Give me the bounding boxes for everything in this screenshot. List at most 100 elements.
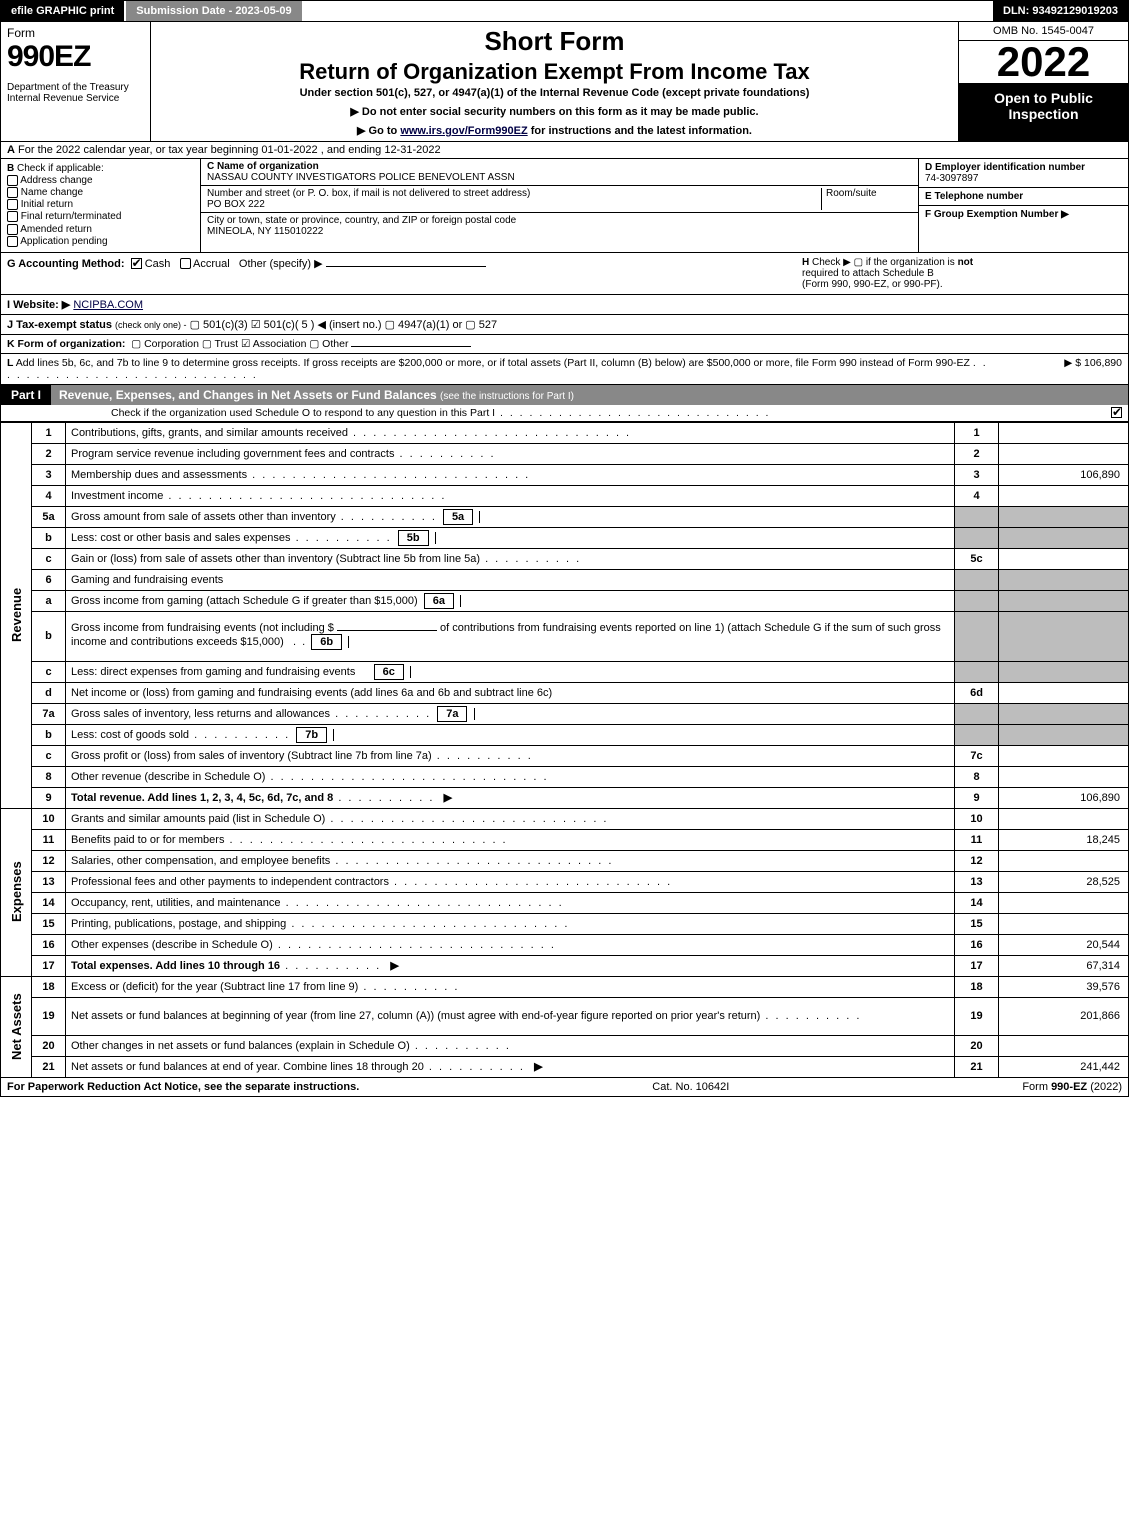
h-label: H — [802, 257, 809, 268]
chk-name-change[interactable]: Name change — [7, 187, 194, 198]
chk-accrual-label: Accrual — [193, 258, 230, 270]
l3-box: 3 — [955, 464, 999, 485]
l20-box: 20 — [955, 1035, 999, 1056]
chk-initial-return[interactable]: Initial return — [7, 199, 194, 210]
l6c-amt — [999, 661, 1129, 682]
main-title: Return of Organization Exempt From Incom… — [161, 59, 948, 85]
l10-amt — [999, 808, 1129, 829]
l14-num: 14 — [32, 892, 66, 913]
l21-box: 21 — [955, 1056, 999, 1077]
line-14: 14 Occupancy, rent, utilities, and maint… — [1, 892, 1129, 913]
l18-text: Excess or (deficit) for the year (Subtra… — [66, 976, 955, 997]
l5c-text: Gain or (loss) from sale of assets other… — [66, 548, 955, 569]
l4-box: 4 — [955, 485, 999, 506]
l7c-amt — [999, 745, 1129, 766]
l19-box: 19 — [955, 997, 999, 1035]
l3-amt: 106,890 — [999, 464, 1129, 485]
l15-text: Printing, publications, postage, and shi… — [66, 913, 955, 934]
l16-box: 16 — [955, 934, 999, 955]
l7a-num: 7a — [32, 703, 66, 724]
row-a-text: For the 2022 calendar year, or tax year … — [18, 144, 441, 156]
part1-title-sub: (see the instructions for Part I) — [440, 391, 574, 402]
group-label: F Group Exemption Number ▶ — [925, 209, 1069, 220]
chk-address-change-label: Address change — [20, 175, 92, 186]
line-7a: 7a Gross sales of inventory, less return… — [1, 703, 1129, 724]
l7b-num: b — [32, 724, 66, 745]
l5c-num: c — [32, 548, 66, 569]
line-15: 15 Printing, publications, postage, and … — [1, 913, 1129, 934]
row-a-label: A — [7, 144, 15, 156]
l13-amt: 28,525 — [999, 871, 1129, 892]
l16-text: Other expenses (describe in Schedule O) — [66, 934, 955, 955]
l6c-text: Less: direct expenses from gaming and fu… — [66, 661, 955, 682]
topbar: efile GRAPHIC print Submission Date - 20… — [0, 0, 1129, 22]
chk-accrual[interactable] — [180, 258, 191, 269]
room-suite-label: Room/suite — [826, 188, 877, 199]
l10-num: 10 — [32, 808, 66, 829]
l9-amt: 106,890 — [999, 787, 1129, 808]
ssn-note: ▶ Do not enter social security numbers o… — [161, 105, 948, 118]
website-link[interactable]: NCIPBA.COM — [73, 299, 143, 311]
i-label: I Website: ▶ — [7, 299, 70, 311]
form-word: Form — [7, 26, 144, 40]
l4-num: 4 — [32, 485, 66, 506]
short-form-title: Short Form — [161, 26, 948, 57]
l19-amt: 201,866 — [999, 997, 1129, 1035]
l19-num: 19 — [32, 997, 66, 1035]
chk-cash[interactable] — [131, 258, 142, 269]
website-note: ▶ Go to www.irs.gov/Form990EZ for instru… — [161, 124, 948, 137]
l5a-text: Gross amount from sale of assets other t… — [66, 506, 955, 527]
l11-num: 11 — [32, 829, 66, 850]
line-19: 19 Net assets or fund balances at beginn… — [1, 997, 1129, 1035]
org-addr-value: PO BOX 222 — [207, 199, 265, 210]
footer-center: Cat. No. 10642I — [652, 1081, 729, 1093]
l9-box: 9 — [955, 787, 999, 808]
part1-title: Revenue, Expenses, and Changes in Net As… — [51, 385, 1128, 405]
chk-final-return[interactable]: Final return/terminated — [7, 211, 194, 222]
l14-box: 14 — [955, 892, 999, 913]
l5c-box: 5c — [955, 548, 999, 569]
irs-link[interactable]: www.irs.gov/Form990EZ — [400, 125, 527, 137]
form-number: 990EZ — [7, 40, 144, 74]
j-options: ▢ 501(c)(3) ☑ 501(c)( 5 ) ◀ (insert no.)… — [190, 319, 497, 331]
org-addr-row: Number and street (or P. O. box, if mail… — [201, 186, 918, 213]
l13-text: Professional fees and other payments to … — [66, 871, 955, 892]
chk-amended-return[interactable]: Amended return — [7, 224, 194, 235]
open-to-public: Open to Public Inspection — [959, 84, 1128, 141]
ein-row: D Employer identification number 74-3097… — [919, 159, 1128, 188]
l5a-inbox: 5a — [443, 509, 473, 525]
l8-box: 8 — [955, 766, 999, 787]
k-other-input[interactable] — [351, 346, 471, 347]
l13-num: 13 — [32, 871, 66, 892]
g-label: G Accounting Method: — [7, 258, 125, 270]
l7c-box: 7c — [955, 745, 999, 766]
line-12: 12 Salaries, other compensation, and emp… — [1, 850, 1129, 871]
part1-schedule-o-checkbox[interactable] — [1111, 407, 1122, 418]
line-9: 9 Total revenue. Add lines 1, 2, 3, 4, 5… — [1, 787, 1129, 808]
line-11: 11 Benefits paid to or for members 11 18… — [1, 829, 1129, 850]
dept-treasury: Department of the Treasury — [7, 82, 144, 93]
l17-num: 17 — [32, 955, 66, 976]
other-specify-input[interactable] — [326, 266, 486, 267]
col-c: C Name of organization NASSAU COUNTY INV… — [201, 159, 918, 252]
line-18: Net Assets 18 Excess or (deficit) for th… — [1, 976, 1129, 997]
line-4: 4 Investment income 4 — [1, 485, 1129, 506]
l4-amt — [999, 485, 1129, 506]
l2-amt — [999, 443, 1129, 464]
k-options: ▢ Corporation ▢ Trust ☑ Association ▢ Ot… — [131, 338, 348, 350]
line-5a: 5a Gross amount from sale of assets othe… — [1, 506, 1129, 527]
l18-num: 18 — [32, 976, 66, 997]
l1-text: Contributions, gifts, grants, and simila… — [66, 422, 955, 443]
part1-checkline-text: Check if the organization used Schedule … — [111, 407, 770, 419]
l3-num: 3 — [32, 464, 66, 485]
line-6b: b Gross income from fundraising events (… — [1, 611, 1129, 661]
chk-application-pending[interactable]: Application pending — [7, 236, 194, 247]
l2-num: 2 — [32, 443, 66, 464]
l9-text: Total revenue. Add lines 1, 2, 3, 4, 5c,… — [66, 787, 955, 808]
l5b-inbox: 5b — [398, 530, 429, 546]
chk-address-change[interactable]: Address change — [7, 175, 194, 186]
l8-amt — [999, 766, 1129, 787]
l6b-amt — [999, 611, 1129, 661]
l17-amt: 67,314 — [999, 955, 1129, 976]
org-name-value: NASSAU COUNTY INVESTIGATORS POLICE BENEV… — [207, 172, 515, 183]
